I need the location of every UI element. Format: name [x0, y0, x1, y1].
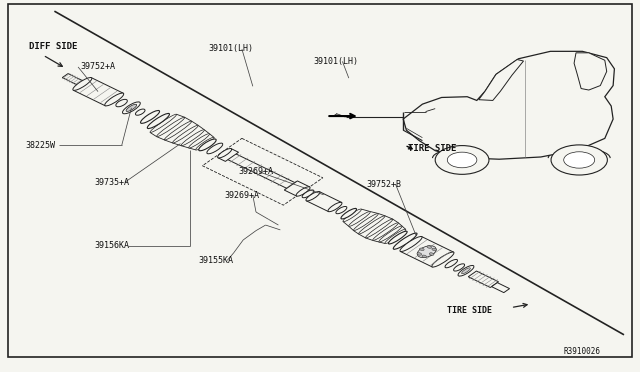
Ellipse shape: [196, 137, 214, 150]
Ellipse shape: [385, 229, 406, 244]
Text: 39101(LH): 39101(LH): [208, 44, 253, 53]
Ellipse shape: [358, 216, 385, 234]
Ellipse shape: [432, 252, 454, 267]
Ellipse shape: [147, 113, 170, 129]
Ellipse shape: [419, 248, 424, 251]
Text: 39155KA: 39155KA: [198, 256, 234, 265]
Ellipse shape: [328, 202, 342, 212]
Ellipse shape: [343, 209, 362, 222]
Ellipse shape: [141, 110, 159, 124]
Text: 39269+A: 39269+A: [238, 167, 273, 176]
Text: TIRE SIDE: TIRE SIDE: [447, 306, 492, 315]
Text: 39735+A: 39735+A: [95, 178, 130, 187]
Text: R3910026: R3910026: [563, 347, 600, 356]
Polygon shape: [307, 192, 342, 212]
Ellipse shape: [116, 99, 127, 107]
Ellipse shape: [427, 246, 431, 248]
Polygon shape: [574, 53, 607, 90]
Ellipse shape: [388, 231, 407, 244]
Ellipse shape: [393, 233, 417, 249]
Ellipse shape: [122, 102, 140, 114]
Polygon shape: [62, 74, 85, 86]
Polygon shape: [401, 237, 454, 267]
Polygon shape: [468, 271, 499, 288]
Ellipse shape: [306, 192, 320, 201]
Polygon shape: [492, 283, 509, 293]
Ellipse shape: [164, 121, 192, 140]
Text: DIFF SIDE: DIFF SIDE: [29, 42, 77, 51]
Ellipse shape: [172, 125, 198, 143]
Ellipse shape: [551, 145, 607, 175]
Ellipse shape: [150, 114, 177, 132]
Ellipse shape: [445, 259, 458, 268]
Ellipse shape: [126, 104, 137, 111]
Polygon shape: [74, 78, 124, 106]
Ellipse shape: [105, 93, 124, 106]
Ellipse shape: [353, 214, 378, 231]
Ellipse shape: [435, 145, 489, 174]
Ellipse shape: [207, 143, 223, 154]
Ellipse shape: [157, 117, 185, 137]
Ellipse shape: [189, 134, 209, 148]
Ellipse shape: [422, 255, 426, 257]
Ellipse shape: [341, 208, 356, 219]
Ellipse shape: [461, 268, 470, 274]
Ellipse shape: [564, 152, 595, 168]
Ellipse shape: [372, 223, 399, 240]
Text: 39269+A: 39269+A: [224, 191, 259, 200]
Polygon shape: [284, 181, 310, 196]
Polygon shape: [221, 150, 307, 194]
Ellipse shape: [417, 246, 436, 257]
Ellipse shape: [454, 264, 465, 271]
Ellipse shape: [181, 130, 204, 146]
Ellipse shape: [198, 139, 216, 151]
Polygon shape: [218, 149, 239, 161]
Text: 39156KA: 39156KA: [95, 241, 130, 250]
Ellipse shape: [365, 219, 393, 238]
Ellipse shape: [302, 190, 314, 198]
Text: TIRE SIDE: TIRE SIDE: [408, 144, 456, 153]
Polygon shape: [403, 51, 614, 159]
Ellipse shape: [417, 253, 422, 255]
Ellipse shape: [432, 248, 436, 251]
Polygon shape: [479, 60, 524, 100]
Text: 39752+A: 39752+A: [80, 62, 115, 71]
Ellipse shape: [429, 253, 434, 255]
Ellipse shape: [296, 187, 310, 196]
Ellipse shape: [447, 152, 477, 168]
Text: 39752+B: 39752+B: [366, 180, 401, 189]
Ellipse shape: [136, 109, 145, 115]
Ellipse shape: [379, 226, 402, 242]
Text: 38225W: 38225W: [26, 141, 56, 150]
Ellipse shape: [400, 237, 422, 251]
Ellipse shape: [458, 266, 474, 276]
Text: 39101(LH): 39101(LH): [314, 57, 358, 66]
Ellipse shape: [218, 148, 232, 158]
Ellipse shape: [73, 77, 92, 90]
Ellipse shape: [336, 206, 347, 214]
Ellipse shape: [349, 211, 371, 227]
